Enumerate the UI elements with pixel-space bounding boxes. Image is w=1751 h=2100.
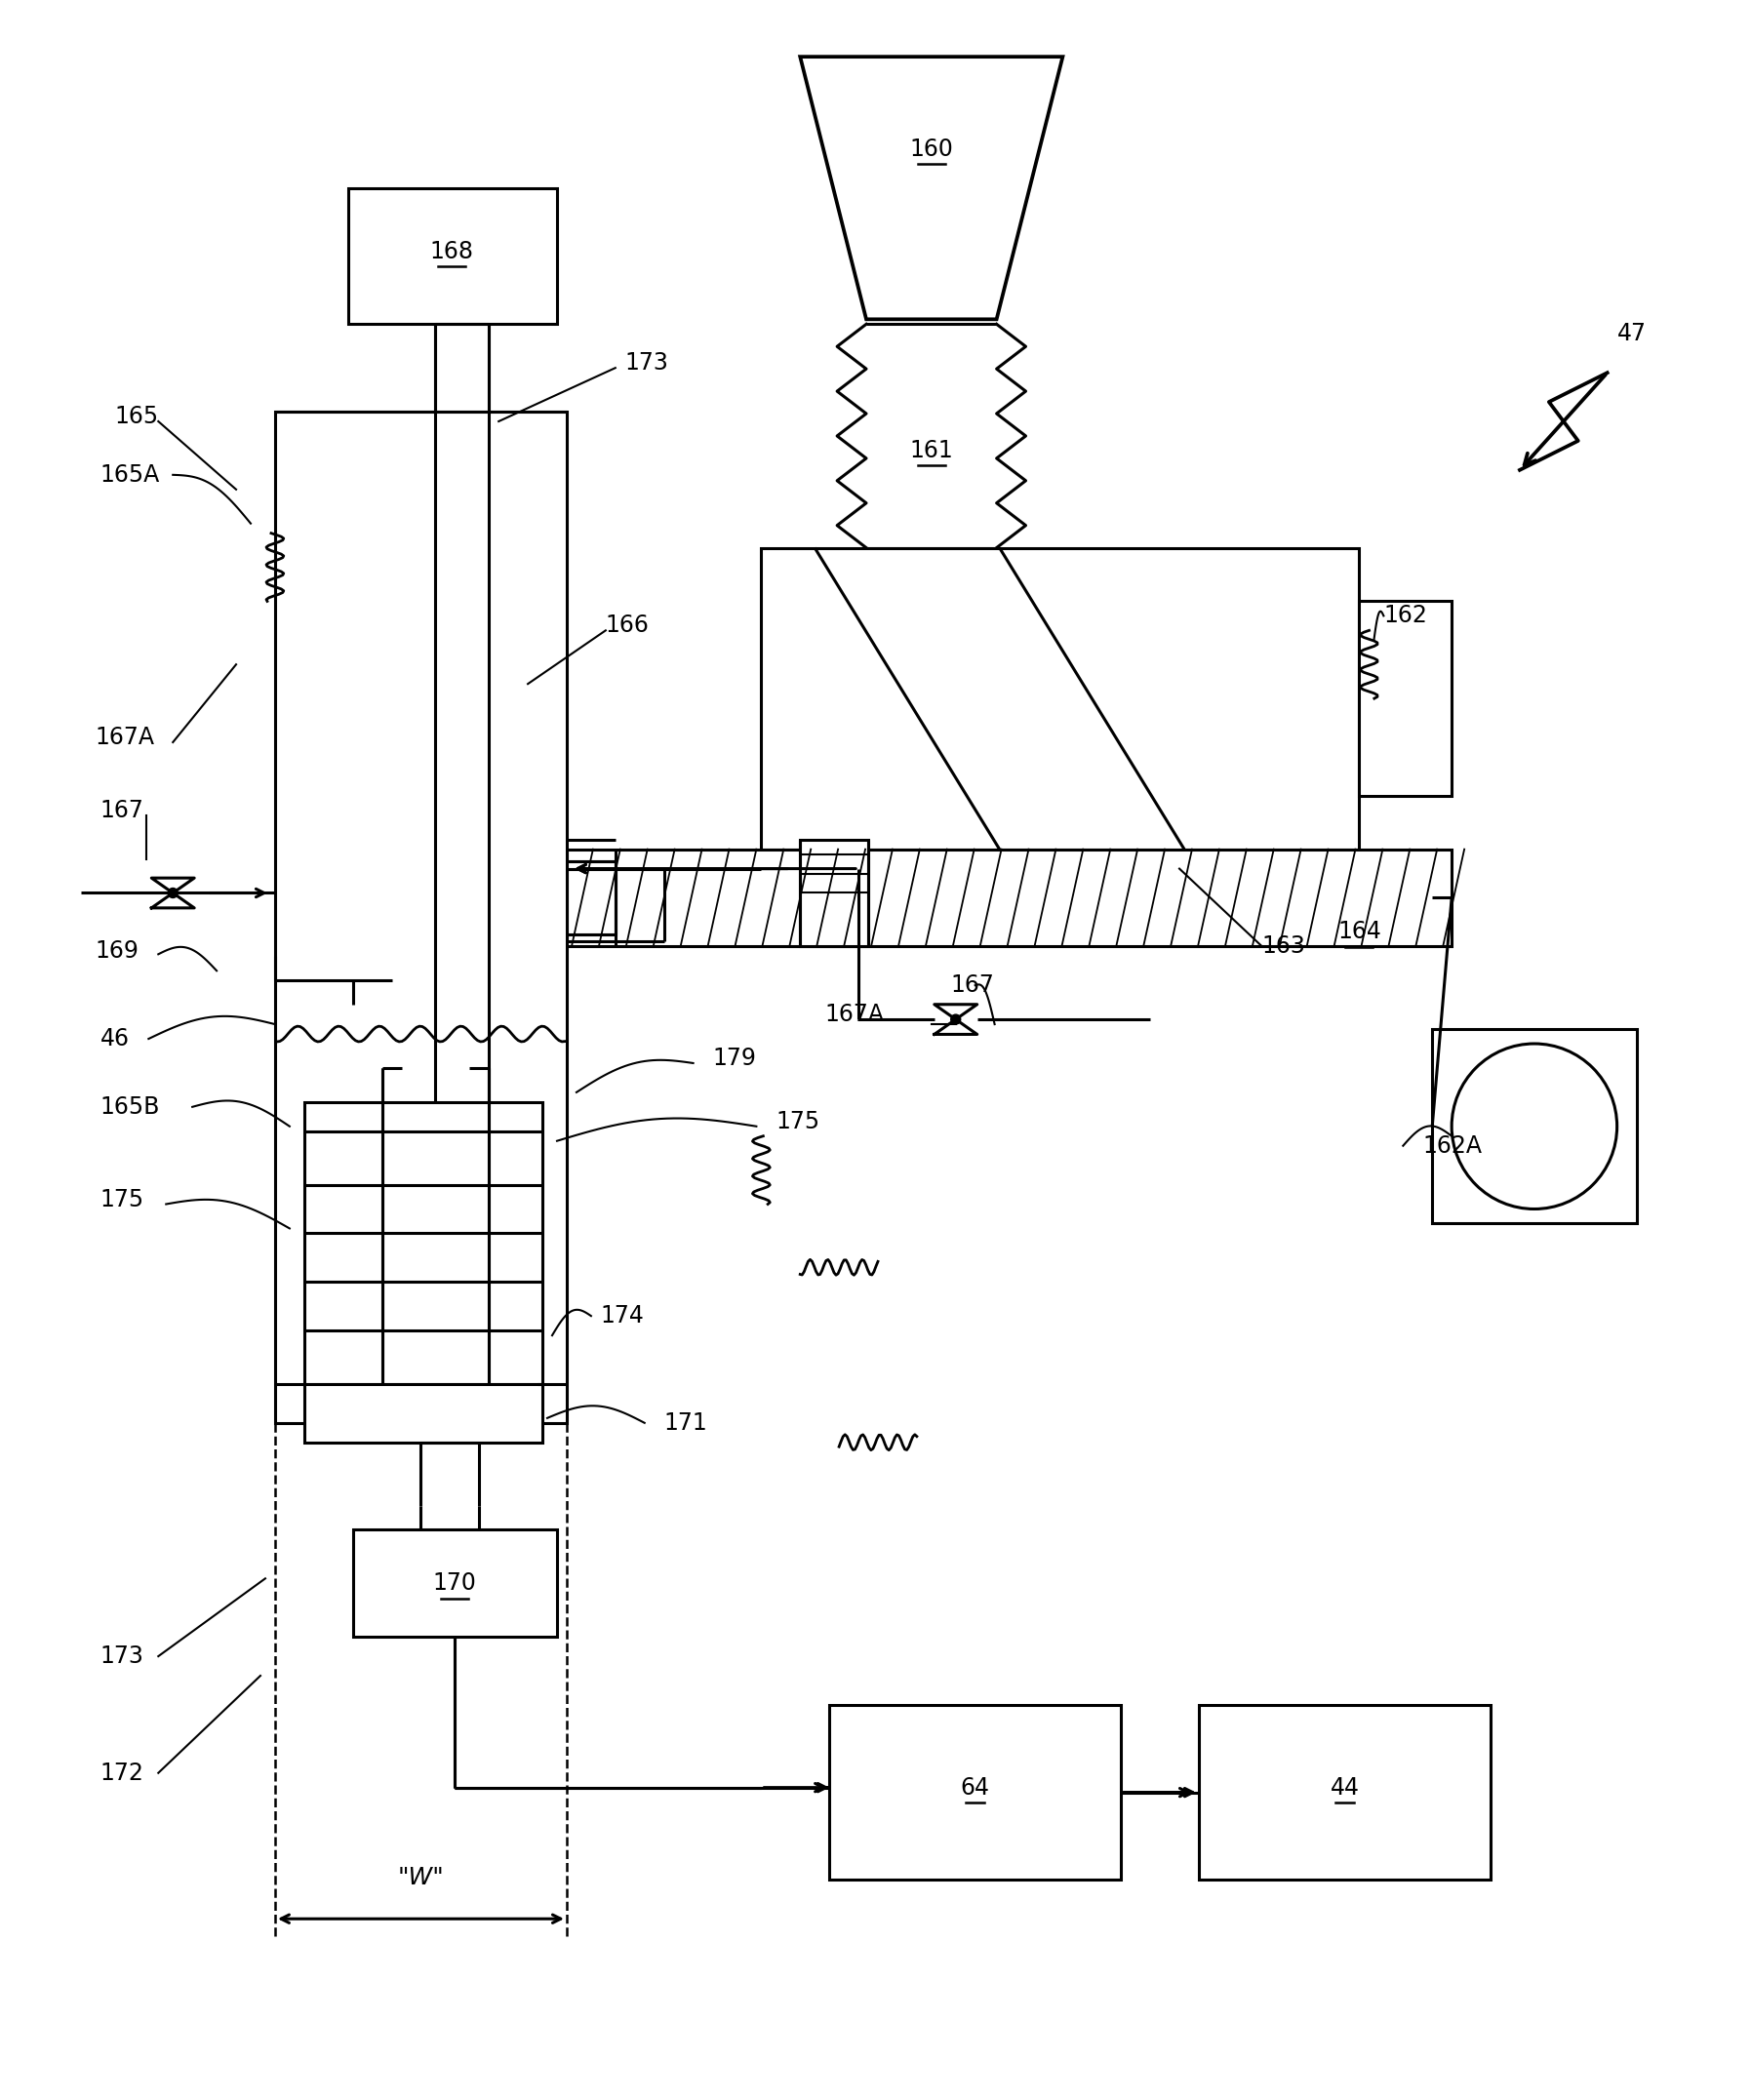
Bar xyxy=(567,861,615,934)
Bar xyxy=(1199,1705,1490,1880)
Text: 165B: 165B xyxy=(100,1096,159,1119)
Text: 167: 167 xyxy=(100,798,144,821)
Text: 175: 175 xyxy=(100,1189,144,1212)
Text: 174: 174 xyxy=(601,1304,644,1327)
Text: 164: 164 xyxy=(1338,920,1382,943)
Text: 172: 172 xyxy=(100,1762,144,1785)
Text: 175: 175 xyxy=(776,1109,819,1134)
Text: 64: 64 xyxy=(961,1777,989,1800)
Text: 165: 165 xyxy=(114,405,159,428)
Bar xyxy=(830,1705,1121,1880)
Bar xyxy=(567,848,1452,947)
Text: 161: 161 xyxy=(909,439,953,462)
Text: 163: 163 xyxy=(1262,935,1306,958)
Text: 170: 170 xyxy=(432,1571,476,1596)
Text: 167A: 167A xyxy=(95,727,154,750)
Text: 162: 162 xyxy=(1383,605,1427,628)
Bar xyxy=(275,412,567,1424)
Text: 179: 179 xyxy=(713,1046,756,1071)
Bar xyxy=(800,840,868,947)
Text: 167: 167 xyxy=(951,974,995,998)
Text: 47: 47 xyxy=(1616,321,1646,346)
Text: 168: 168 xyxy=(431,239,475,262)
Bar xyxy=(305,1384,543,1443)
Text: 44: 44 xyxy=(1331,1777,1359,1800)
Circle shape xyxy=(168,888,179,899)
Text: 160: 160 xyxy=(909,136,953,162)
Polygon shape xyxy=(800,57,1063,319)
Bar xyxy=(305,1102,543,1384)
Text: 167A: 167A xyxy=(825,1004,884,1027)
Bar xyxy=(1432,1029,1637,1224)
Bar xyxy=(348,189,557,323)
Text: 166: 166 xyxy=(606,613,650,636)
Text: "W": "W" xyxy=(397,1867,445,1890)
Text: 173: 173 xyxy=(625,351,669,374)
Bar xyxy=(352,1531,557,1636)
Text: 171: 171 xyxy=(664,1411,707,1434)
Bar xyxy=(762,548,1359,848)
Text: 46: 46 xyxy=(100,1027,130,1050)
Text: 165A: 165A xyxy=(100,464,159,487)
Text: 162A: 162A xyxy=(1422,1134,1481,1157)
Text: 173: 173 xyxy=(100,1644,144,1667)
Circle shape xyxy=(951,1014,961,1025)
Text: 169: 169 xyxy=(95,939,138,964)
Bar xyxy=(1359,601,1452,796)
